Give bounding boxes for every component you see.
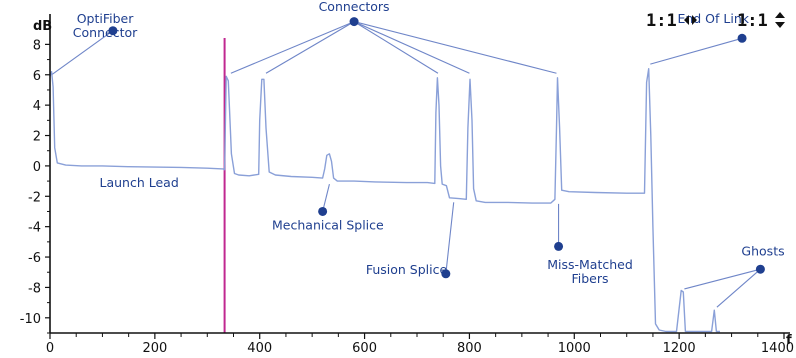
annotation-label-line2: Connector bbox=[73, 25, 138, 40]
axes: -10 -8 -6 -4 -2 0 2 4 6 8 0 200 400 600 800 1000 1200 140… bbox=[20, 14, 794, 356]
y-tick-label: -6 bbox=[28, 251, 41, 266]
annotation-label: Miss-Matched bbox=[547, 257, 633, 272]
annotation-leader-line bbox=[716, 268, 761, 308]
x-tick-label: 200 bbox=[142, 341, 167, 356]
left-right-arrows-icon[interactable] bbox=[684, 15, 697, 25]
annotation-leaders bbox=[51, 21, 761, 308]
trace-line bbox=[49, 68, 720, 333]
zoom-horizontal-label[interactable]: 1:1 bbox=[646, 11, 677, 31]
annotation-leader-line bbox=[322, 184, 330, 212]
x-tick-label: 1400 bbox=[761, 341, 794, 356]
annotation-dot bbox=[554, 241, 564, 251]
annotation-label: Fusion Splice bbox=[366, 262, 448, 277]
trace-series bbox=[49, 38, 720, 333]
annotation-dot bbox=[441, 269, 451, 279]
y-axis-label: dB bbox=[33, 19, 52, 34]
annotation-leader-line bbox=[51, 30, 114, 76]
annotation-leader-line bbox=[684, 268, 761, 290]
x-tick-label: 600 bbox=[352, 341, 377, 356]
annotation-label: End Of Link bbox=[677, 11, 749, 26]
annotation-label-line2: Fibers bbox=[571, 271, 608, 286]
annotation-leader-line bbox=[353, 21, 470, 74]
annotation-label: Connectors bbox=[319, 0, 390, 14]
annotation-label: Mechanical Splice bbox=[272, 218, 384, 233]
x-tick-label: 0 bbox=[46, 341, 54, 356]
y-tick-label: 6 bbox=[33, 69, 41, 84]
annotation-leader-line bbox=[650, 37, 743, 65]
up-down-arrows-icon[interactable] bbox=[775, 12, 785, 28]
x-tick-label: 1000 bbox=[558, 341, 591, 356]
annotation-dot bbox=[737, 33, 747, 43]
annotation-dot bbox=[349, 17, 359, 27]
y-tick-label: 8 bbox=[33, 38, 41, 53]
annotation-dot bbox=[318, 206, 328, 216]
annotation-dot bbox=[755, 264, 765, 274]
annotation-leader-line bbox=[445, 202, 455, 274]
x-axis-label: f bbox=[786, 333, 792, 348]
zoom-vertical-label[interactable]: 1:1 bbox=[737, 11, 768, 31]
y-tick-label: -10 bbox=[20, 312, 41, 327]
annotation-label: Launch Lead bbox=[99, 175, 178, 190]
x-tick-label: 1200 bbox=[663, 341, 696, 356]
y-tick-label: 4 bbox=[33, 99, 41, 114]
y-tick-label: -4 bbox=[28, 221, 41, 236]
annotation-leader-line bbox=[265, 21, 355, 74]
zoom-controls[interactable]: 1:1 1:1 bbox=[646, 11, 785, 31]
annotation-label: Ghosts bbox=[741, 244, 784, 259]
annotation-leader-line bbox=[353, 21, 439, 74]
annotation-label: OptiFiber bbox=[77, 11, 135, 26]
y-tick-label: -2 bbox=[28, 190, 41, 205]
annotation-leader-line bbox=[230, 21, 355, 74]
y-tick-label: 0 bbox=[33, 160, 41, 175]
annotation-dot bbox=[108, 26, 118, 36]
x-tick-label: 400 bbox=[247, 341, 272, 356]
y-tick-label: -8 bbox=[28, 281, 41, 296]
y-tick-label: 2 bbox=[33, 130, 41, 145]
x-tick-label: 800 bbox=[457, 341, 482, 356]
annotation-leader-line bbox=[353, 21, 557, 74]
